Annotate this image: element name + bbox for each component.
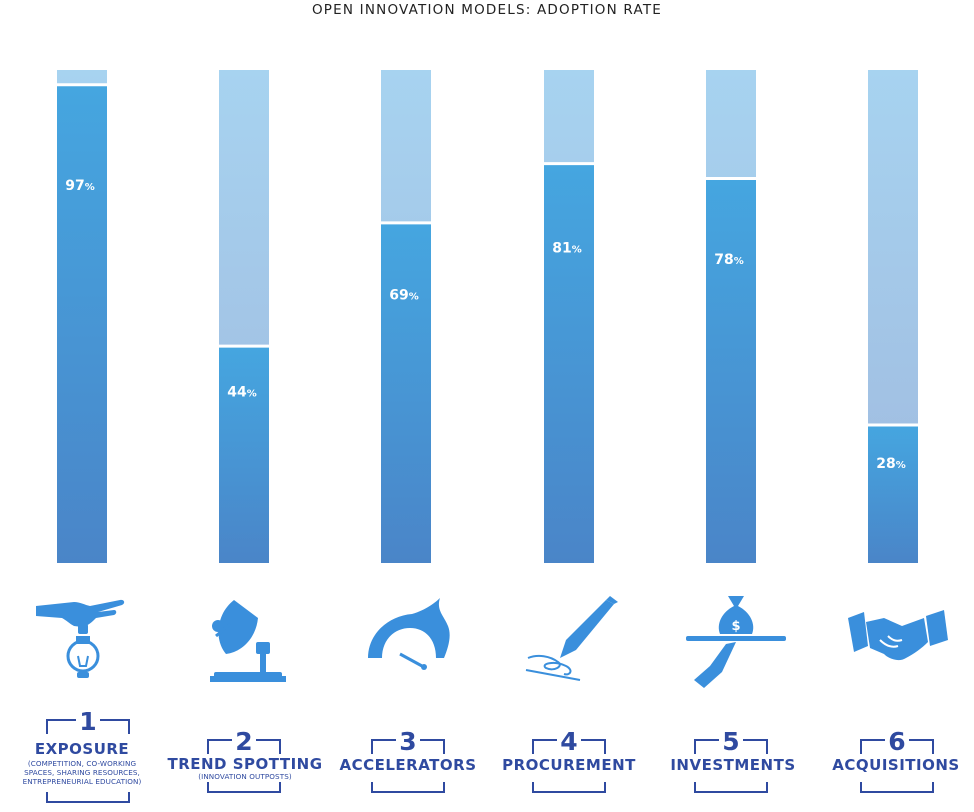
bar-value-label-4: 81% (552, 241, 582, 257)
frame-top-left-1 (46, 719, 76, 734)
category-label-investments: INVESTMENTS (670, 756, 796, 774)
frame-top-left-5 (694, 739, 719, 754)
category-number-5: 5 (722, 727, 739, 756)
frame-top-left-6 (860, 739, 885, 754)
bar-5 (706, 178, 756, 563)
category-label-accelerators: ACCELERATORS (339, 756, 477, 774)
category-number-2: 2 (235, 727, 252, 756)
category-label-exposure: EXPOSURE (34, 740, 130, 758)
bar-value-label-1: 97% (65, 178, 95, 194)
frame-bottom-6 (860, 782, 934, 793)
frame-top-right-5 (743, 739, 768, 754)
chart-title: OPEN INNOVATION MODELS: ADOPTION RATE (311, 2, 663, 18)
frame-top-right-4 (581, 739, 606, 754)
category-sub-trend-spotting: (INNOVATION OUTPOSTS) (198, 772, 292, 781)
category-label-acquisitions: ACQUISITIONS (832, 756, 960, 774)
frame-bottom-4 (532, 782, 606, 793)
bar-value-label-5: 78% (714, 252, 744, 268)
bar-3 (381, 222, 431, 563)
category-label-procurement: PROCUREMENT (502, 756, 636, 774)
frame-bottom-5 (694, 782, 768, 793)
bar-4 (544, 163, 594, 564)
frame-bottom-1 (46, 792, 130, 803)
handshake-icon (840, 596, 960, 696)
category-label-trend-spotting: TREND SPOTTING (167, 755, 323, 773)
frame-top-left-4 (532, 739, 557, 754)
frame-top-left-2 (207, 739, 232, 754)
bar-6 (868, 424, 918, 563)
svg-text:$: $ (731, 619, 740, 634)
frame-top-right-1 (100, 719, 130, 734)
bar-value-label-3: 69% (389, 287, 419, 303)
category-number-1: 1 (79, 707, 96, 736)
category-number-6: 6 (888, 727, 905, 756)
frame-top-right-2 (256, 739, 281, 754)
bar-1 (57, 84, 107, 563)
pen-signature-icon (514, 596, 634, 696)
bar-2 (219, 346, 269, 563)
frame-bottom-2 (207, 782, 281, 793)
bar-value-label-2: 44% (227, 385, 257, 401)
satellite-dish-icon (186, 596, 306, 696)
frame-top-right-6 (909, 739, 934, 754)
hand-lightbulb-icon (22, 596, 142, 696)
speedometer-icon (348, 596, 468, 696)
bar-value-label-6: 28% (876, 456, 906, 472)
money-bag-icon: $ (676, 594, 796, 694)
frame-top-right-3 (420, 739, 445, 754)
frame-bottom-3 (371, 782, 445, 793)
category-number-4: 4 (560, 727, 577, 756)
category-sub-exposure-line3: ENTREPRENEURIAL EDUCATION) (22, 777, 142, 786)
category-sub-exposure-line1: (COMPETITION, CO-WORKING (27, 759, 137, 768)
category-sub-exposure-line2: SPACES, SHARING RESOURCES, (24, 768, 140, 777)
frame-top-left-3 (371, 739, 396, 754)
category-number-3: 3 (399, 727, 416, 756)
